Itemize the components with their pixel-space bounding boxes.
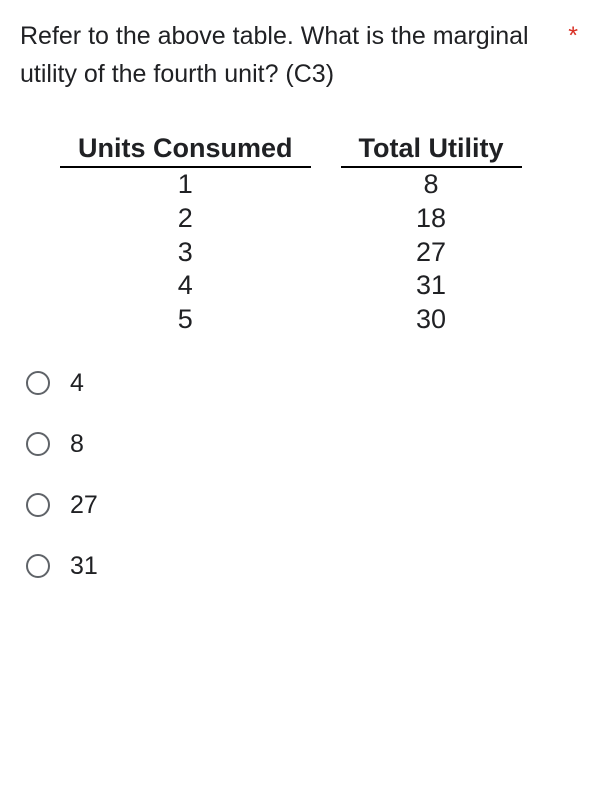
question-text: Refer to the above table. What is the ma… bbox=[20, 18, 562, 93]
question-row: Refer to the above table. What is the ma… bbox=[20, 18, 578, 93]
table-row: 4 31 bbox=[60, 269, 522, 303]
table-row: 2 18 bbox=[60, 202, 522, 236]
option-8[interactable]: 8 bbox=[26, 430, 578, 459]
cell-units: 5 bbox=[60, 303, 311, 337]
option-label: 31 bbox=[70, 552, 98, 581]
col-header-utility: Total Utility bbox=[341, 133, 522, 168]
radio-icon bbox=[26, 493, 50, 517]
option-4[interactable]: 4 bbox=[26, 369, 578, 398]
utility-table: Units Consumed Total Utility 1 8 2 18 3 … bbox=[30, 133, 578, 337]
required-marker: * bbox=[568, 18, 578, 56]
cell-utility: 18 bbox=[341, 202, 522, 236]
radio-icon bbox=[26, 432, 50, 456]
cell-utility: 27 bbox=[341, 236, 522, 270]
cell-units: 4 bbox=[60, 269, 311, 303]
table-header-row: Units Consumed Total Utility bbox=[60, 133, 522, 168]
cell-units: 3 bbox=[60, 236, 311, 270]
cell-units: 2 bbox=[60, 202, 311, 236]
option-31[interactable]: 31 bbox=[26, 552, 578, 581]
table-row: 5 30 bbox=[60, 303, 522, 337]
col-header-units: Units Consumed bbox=[60, 133, 311, 168]
cell-units: 1 bbox=[60, 168, 311, 202]
cell-utility: 30 bbox=[341, 303, 522, 337]
option-label: 4 bbox=[70, 369, 84, 398]
table: Units Consumed Total Utility 1 8 2 18 3 … bbox=[30, 133, 552, 337]
option-label: 27 bbox=[70, 491, 98, 520]
radio-icon bbox=[26, 554, 50, 578]
cell-utility: 31 bbox=[341, 269, 522, 303]
option-label: 8 bbox=[70, 430, 84, 459]
table-row: 1 8 bbox=[60, 168, 522, 202]
option-27[interactable]: 27 bbox=[26, 491, 578, 520]
table-row: 3 27 bbox=[60, 236, 522, 270]
answer-options: 4 8 27 31 bbox=[20, 369, 578, 581]
radio-icon bbox=[26, 371, 50, 395]
cell-utility: 8 bbox=[341, 168, 522, 202]
